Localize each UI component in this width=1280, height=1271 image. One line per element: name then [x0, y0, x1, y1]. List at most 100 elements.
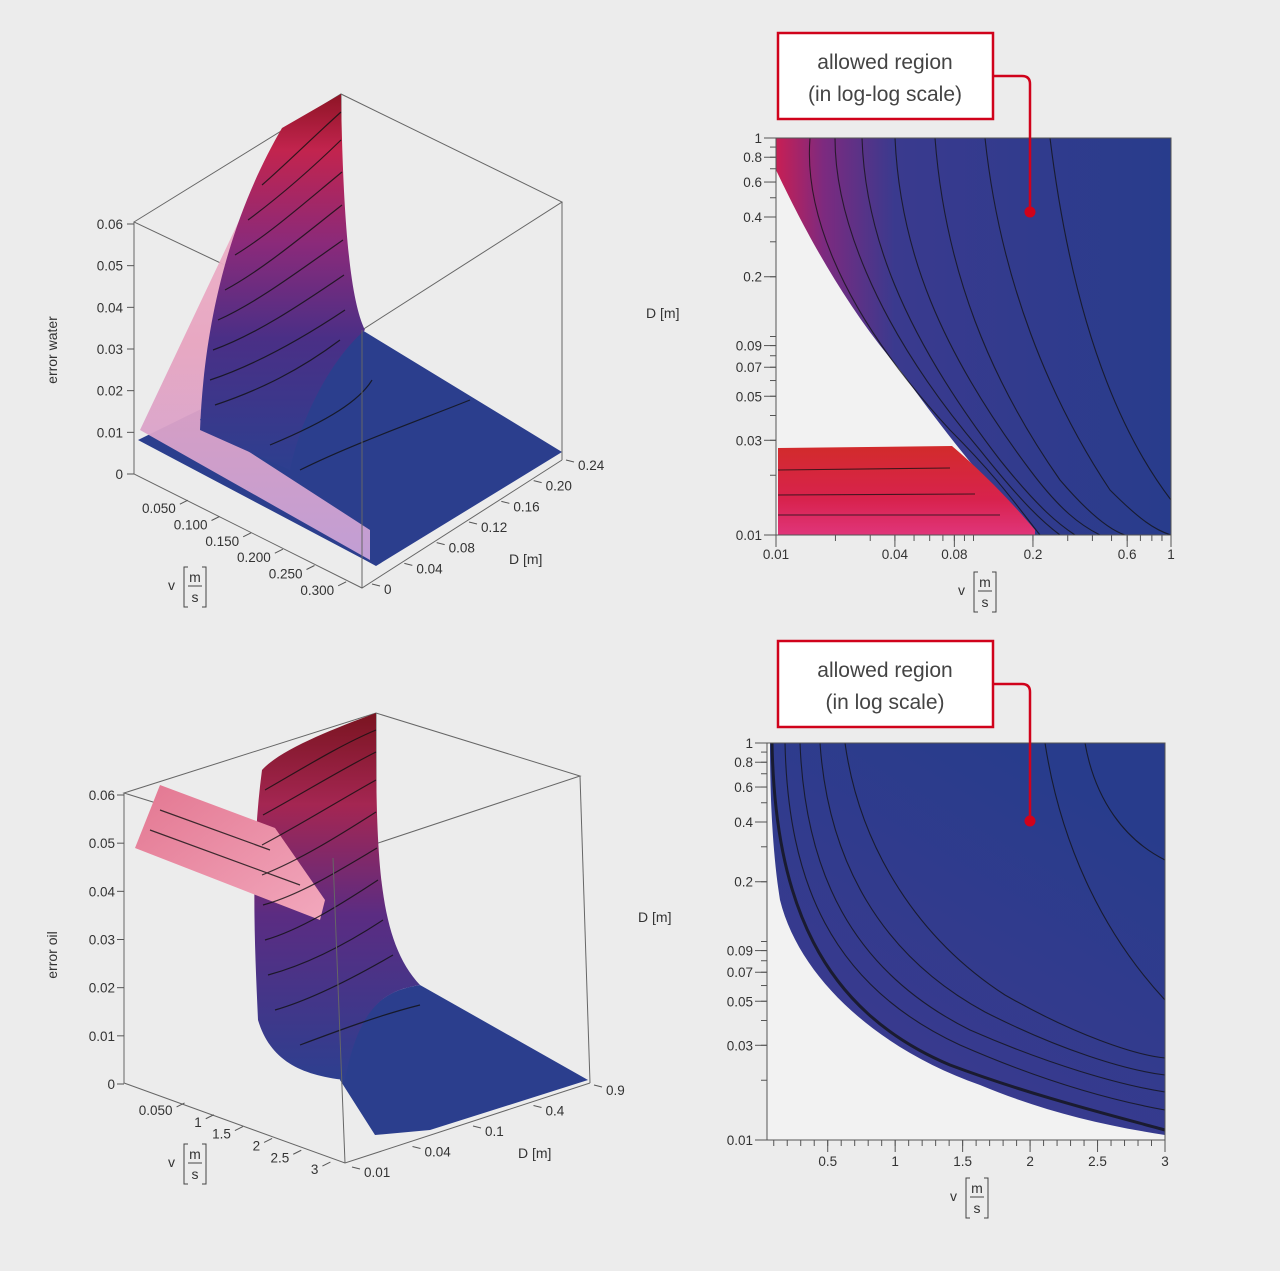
z-tick-label: 0.06: [97, 217, 123, 232]
callout-loglog: allowed region (in log-log scale): [776, 31, 1036, 218]
v-tick-label: 0.200: [237, 550, 271, 565]
tick-mark: [371, 583, 381, 587]
tick-mark: [337, 581, 347, 587]
d-tick-label: 0.01: [736, 528, 762, 543]
v-tick-label: 2.5: [1088, 1154, 1107, 1169]
d-tick-label: 0.03: [736, 433, 762, 448]
tick-mark: [176, 1102, 185, 1108]
chart-oil-contour: 0.01 0.03 0.05 0.07 0.09 0.2 0.4 0.6 0.8 1 0.5 1 1.…: [638, 639, 1169, 1219]
chart-oil-3d: error oil 0 0.01 0.02 0.03 0.04 0.05 0.06 0.05…: [44, 712, 625, 1185]
d-tick-label: 0.8: [734, 755, 753, 770]
surface-contours: [209, 111, 471, 471]
v-tick-label: 0.08: [941, 547, 967, 562]
bracket-left: [965, 1177, 970, 1219]
d-tick-label: 0.09: [736, 339, 762, 354]
contour-lines: [770, 742, 1166, 1132]
tick-mark: [322, 1161, 331, 1167]
z-ticks: 0 0.01 0.02 0.03 0.04 0.05 0.06: [89, 788, 124, 1092]
box-front-edges: [133, 202, 563, 589]
tick-mark: [242, 532, 252, 538]
v-tick-label: 2: [253, 1138, 261, 1153]
v-ticks: 0.5 1 1.5 2 2.5 3: [773, 1140, 1169, 1169]
tick-mark: [565, 459, 575, 463]
v-tick-label: 3: [1161, 1154, 1169, 1169]
surface-wall: [254, 713, 420, 1080]
tick-mark: [436, 542, 445, 546]
z-tick-label: 0.04: [97, 300, 124, 315]
tick-mark: [472, 1125, 482, 1129]
d-tick-label: 0.16: [513, 499, 539, 514]
tick-mark: [533, 480, 542, 484]
d-axis-title: D [m]: [509, 551, 542, 567]
axis-symbol: v: [168, 577, 175, 593]
d-tick-label: 0.03: [727, 1038, 753, 1053]
callout-log: allowed region (in log scale): [776, 639, 1036, 827]
v-ticks: 0.01 0.04 0.08 0.2 0.6 1: [763, 535, 1175, 562]
d-tick-label: 0.01: [364, 1165, 390, 1180]
tick-mark: [293, 1149, 302, 1155]
tick-mark: [412, 1146, 421, 1149]
z-ticks: 0 0.01 0.02 0.03 0.04 0.05 0.06: [97, 217, 134, 482]
z-tick-label: 0: [115, 467, 123, 482]
d-tick-label: 0.01: [727, 1133, 753, 1148]
d-tick-label: 0.04: [416, 561, 443, 576]
d-tick-label: 0.24: [578, 458, 605, 473]
d-tick-label: 0.20: [546, 479, 572, 494]
d-tick-label: 0.2: [734, 875, 753, 890]
v-tick-label: 0.300: [300, 583, 334, 598]
tick-mark: [468, 521, 478, 525]
unit-denominator: s: [192, 589, 199, 605]
v-axis-title: v ms: [950, 1177, 989, 1219]
z-tick-label: 0.01: [97, 425, 123, 440]
surface-floor: [340, 985, 588, 1135]
unit-denominator: s: [982, 594, 989, 610]
tick-mark: [593, 1084, 603, 1088]
z-tick-label: 0.03: [97, 342, 123, 357]
v-tick-label: 1: [891, 1154, 899, 1169]
d-ticks: 0.01 0.03 0.05 0.07 0.09 0.2 0.4 0.6 0.8 1: [727, 736, 767, 1148]
v-tick-label: 1.5: [212, 1127, 231, 1142]
d-ticks: 0.01 0.03 0.05 0.07 0.09 0.2 0.4 0.6 0.8 1: [736, 131, 776, 543]
d-tick-label: 0.05: [736, 389, 762, 404]
d-tick-label: 0.9: [606, 1083, 625, 1098]
v-tick-label: 2.5: [270, 1150, 289, 1165]
svg-text:(in log scale): (in log scale): [825, 691, 944, 714]
axis-symbol: v: [950, 1188, 957, 1204]
v-tick-label: 0.2: [1024, 547, 1043, 562]
v-tick-label: 1: [194, 1115, 202, 1130]
v-tick-label: 0.6: [1118, 547, 1137, 562]
red-band: [778, 446, 1035, 535]
v-tick-label: 3: [311, 1162, 319, 1177]
bracket-left: [973, 571, 978, 613]
z-axis-title: error oil: [44, 931, 60, 978]
contour-lines: [777, 137, 1172, 536]
box-front-edges: [123, 775, 591, 1164]
unit-numerator: m: [189, 569, 201, 585]
unit-denominator: s: [974, 1200, 981, 1216]
tick-mark: [205, 1114, 214, 1120]
v-tick-label: 0.250: [269, 567, 303, 582]
tick-mark: [351, 1166, 361, 1170]
axis-symbol: v: [168, 1154, 175, 1170]
svg-text:(in log-log scale): (in log-log scale): [808, 83, 962, 106]
z-tick-label: 0.02: [97, 384, 123, 399]
chart-water-contour: 0.010.030.050.070.090.20.40.60.81 0.01 0.…: [646, 31, 1175, 613]
allowed-region: [770, 743, 1165, 1135]
bracket-left: [183, 1143, 188, 1185]
d-tick-label: 0.12: [481, 520, 507, 535]
z-axis-title: error water: [44, 316, 60, 384]
tick-mark: [234, 1126, 244, 1132]
d-axis-title: D [m]: [518, 1145, 551, 1161]
v-axis-title: v ms: [168, 566, 207, 608]
d-tick-label: 0.4: [546, 1104, 565, 1119]
tick-mark: [179, 499, 189, 505]
v-tick-label: 0.01: [763, 547, 789, 562]
v-tick-label: 0.5: [818, 1154, 837, 1169]
d-axis-title: D [m]: [646, 305, 679, 321]
d-tick-label: 0: [384, 582, 392, 597]
bracket-right: [992, 571, 997, 613]
v-tick-label: 0.050: [142, 501, 176, 516]
v-axis-title: v ms: [168, 1143, 207, 1185]
